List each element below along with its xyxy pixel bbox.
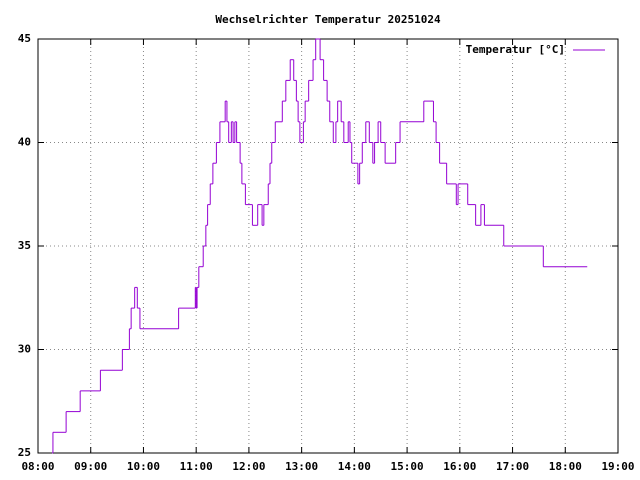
plot-border [37, 38, 619, 454]
y-tick-label: 45 [18, 32, 31, 45]
x-tick-label: 08:00 [21, 460, 54, 473]
y-tick-label: 35 [18, 239, 31, 252]
x-tick-label: 09:00 [74, 460, 107, 473]
x-tick-label: 12:00 [232, 460, 265, 473]
x-tick-label: 16:00 [443, 460, 476, 473]
x-tick-label: 18:00 [549, 460, 582, 473]
x-tick-label: 14:00 [338, 460, 371, 473]
y-tick-label: 40 [18, 136, 31, 149]
x-tick-label: 19:00 [601, 460, 634, 473]
x-tick-label: 15:00 [391, 460, 424, 473]
legend-label: Temperatur [°C] [466, 43, 565, 56]
chart-title: Wechselrichter Temperatur 20251024 [215, 13, 441, 26]
y-tick-label: 30 [18, 343, 31, 356]
x-tick-label: 10:00 [127, 460, 160, 473]
x-tick-label: 11:00 [180, 460, 213, 473]
x-tick-label: 13:00 [285, 460, 318, 473]
x-tick-label: 17:00 [496, 460, 529, 473]
y-tick-label: 25 [18, 446, 31, 459]
